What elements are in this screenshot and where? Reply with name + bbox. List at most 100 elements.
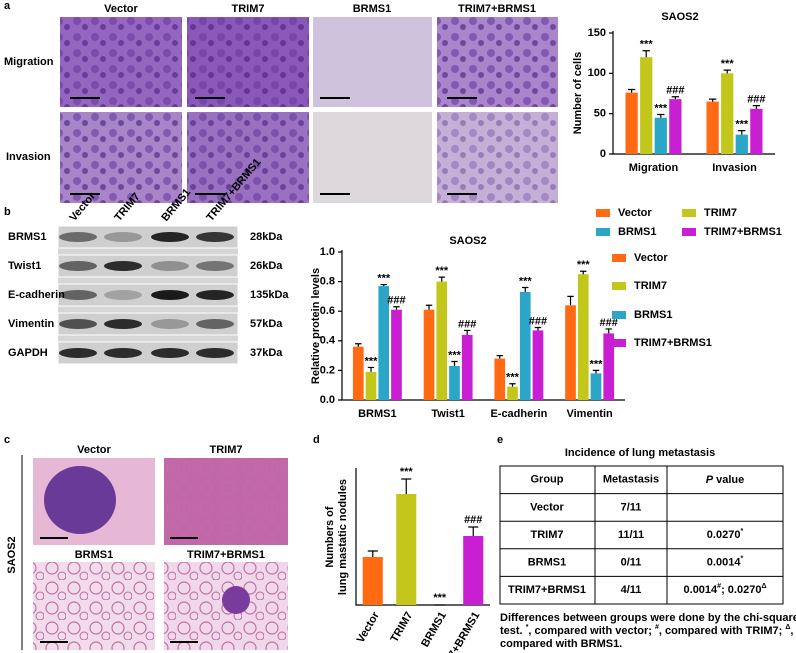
superscript: # bbox=[717, 584, 721, 591]
bar bbox=[463, 536, 484, 605]
text-run: compared with BRMS1. bbox=[500, 638, 622, 650]
blot-row bbox=[57, 254, 239, 278]
significance: ### bbox=[600, 317, 618, 329]
micrograph-texture bbox=[187, 112, 309, 203]
y-axis-label: Numbers of bbox=[324, 506, 336, 567]
bar bbox=[507, 386, 518, 400]
blot-band bbox=[196, 261, 234, 271]
y-tick-label: 100 bbox=[588, 67, 606, 79]
bar bbox=[519, 291, 531, 400]
error-bar bbox=[671, 96, 680, 100]
superscript: Δ bbox=[761, 584, 766, 591]
panel-label: a bbox=[4, 0, 11, 12]
bar bbox=[352, 346, 364, 400]
error-bar bbox=[401, 478, 412, 494]
significance: ### bbox=[387, 295, 405, 307]
text-run: Differences between groups were done by … bbox=[500, 612, 796, 624]
significance: ### bbox=[747, 94, 765, 106]
legend-swatch bbox=[596, 228, 610, 236]
protein-label: BRMS1 bbox=[8, 231, 47, 243]
error-bar bbox=[438, 276, 445, 282]
bar bbox=[565, 305, 576, 400]
superscript: * bbox=[740, 556, 743, 563]
error-bar bbox=[509, 383, 516, 387]
blot-band bbox=[59, 319, 97, 329]
legend-label: TRIM7 bbox=[704, 207, 737, 219]
significance: *** bbox=[365, 355, 379, 367]
column-label: TRIM7 bbox=[232, 3, 265, 15]
legend-label: TRIM7+BRMS1 bbox=[634, 337, 712, 349]
y-tick-label: 0.0 bbox=[320, 394, 335, 406]
x-tick-label: Twist1 bbox=[431, 408, 464, 420]
legend-swatch bbox=[612, 282, 626, 290]
significance: *** bbox=[577, 259, 591, 271]
table-cell: 7/11 bbox=[621, 501, 642, 513]
table-note: Differences between groups were done by … bbox=[500, 612, 796, 624]
table-header: Group bbox=[531, 474, 564, 486]
header-run: value bbox=[713, 474, 744, 486]
table-header: Metastasis bbox=[603, 474, 659, 486]
bar bbox=[532, 330, 544, 400]
significance: *** bbox=[654, 102, 668, 114]
bar bbox=[706, 101, 719, 154]
blot-band bbox=[104, 348, 142, 358]
blot-band bbox=[196, 348, 234, 358]
superscript: * bbox=[526, 624, 529, 631]
x-tick-label: BRMS1 bbox=[358, 408, 397, 420]
blot-band bbox=[196, 232, 234, 242]
cell-line-label: SAOS2 bbox=[6, 536, 18, 573]
blot-band bbox=[104, 232, 142, 242]
table-cell: TRIM7 bbox=[531, 529, 564, 541]
blot-row bbox=[57, 283, 239, 307]
y-tick-label: 0.4 bbox=[320, 335, 336, 347]
column-label: BRMS1 bbox=[353, 3, 392, 15]
error-bar bbox=[580, 270, 587, 275]
error-bar bbox=[464, 329, 471, 335]
micrograph bbox=[313, 17, 432, 107]
legend-swatch bbox=[612, 339, 626, 347]
legend-label: TRIM7 bbox=[634, 280, 667, 292]
column-label: Vector bbox=[104, 3, 138, 15]
y-tick-label: 0.2 bbox=[320, 364, 335, 376]
error-bar bbox=[393, 306, 400, 310]
significance: *** bbox=[721, 58, 735, 70]
bar bbox=[721, 73, 734, 154]
blot-band bbox=[59, 261, 97, 271]
significance: *** bbox=[519, 275, 533, 287]
bar bbox=[378, 286, 390, 400]
error-bar bbox=[567, 295, 574, 306]
y-axis-label: lung mastatic nodules bbox=[337, 479, 349, 595]
x-tick-label: Invasion bbox=[712, 162, 757, 174]
micrograph-texture bbox=[60, 112, 182, 203]
image-label: BRMS1 bbox=[75, 549, 114, 561]
x-tick-label: BRMS1 bbox=[419, 610, 449, 649]
error-bar bbox=[468, 526, 479, 536]
significance: *** bbox=[640, 39, 654, 51]
text-run: , bbox=[790, 625, 793, 637]
error-bar bbox=[496, 355, 503, 359]
significance: *** bbox=[735, 119, 749, 131]
error-bar bbox=[522, 286, 529, 292]
significance: *** bbox=[448, 349, 462, 361]
table-header: P value bbox=[706, 474, 745, 486]
y-tick-label: 50 bbox=[594, 108, 606, 120]
panel-label: d bbox=[313, 434, 320, 446]
table-note: test. *, compared with vector; #, compar… bbox=[500, 624, 793, 637]
blot-band bbox=[104, 261, 142, 271]
text-run: 0.0014 bbox=[684, 584, 719, 596]
error-bar bbox=[592, 369, 600, 374]
significance: *** bbox=[433, 592, 447, 604]
text-run: 0.0270 bbox=[707, 529, 741, 541]
error-bar bbox=[355, 343, 362, 347]
panel-label: c bbox=[4, 434, 10, 446]
table-cell: 0.0270* bbox=[707, 528, 744, 541]
bar bbox=[449, 365, 460, 400]
table-cell: BRMS1 bbox=[528, 557, 567, 569]
blot-band bbox=[59, 348, 97, 358]
legend-label: BRMS1 bbox=[634, 309, 673, 321]
text-run: 0.0014 bbox=[707, 557, 742, 569]
blot-band bbox=[151, 348, 189, 358]
micrograph-texture bbox=[437, 112, 558, 203]
error-bar bbox=[627, 88, 636, 93]
table-cell: TRIM7+BRMS1 bbox=[508, 584, 586, 596]
